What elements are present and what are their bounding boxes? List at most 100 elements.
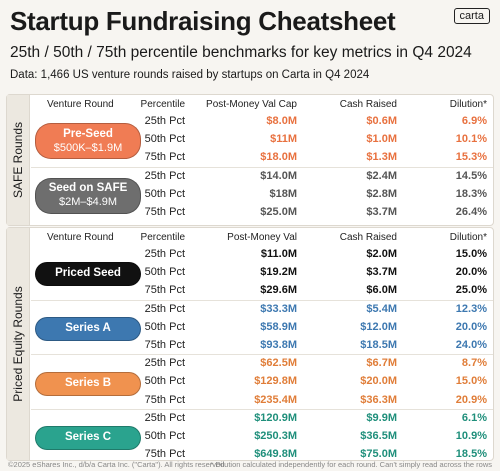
- title: Startup Fundraising Cheatsheet: [10, 6, 396, 36]
- metric-value: $6.7M: [366, 357, 397, 370]
- percentile-label: 75th Pct: [144, 151, 185, 164]
- metric-value: 12.3%: [455, 302, 487, 315]
- metric-value: $3.7M: [366, 206, 397, 218]
- percentile-label: 75th Pct: [144, 339, 185, 351]
- metric-value: $2.4M: [366, 169, 397, 182]
- percentile-label: 50th Pct: [144, 133, 185, 146]
- metric-value: $2.0M: [366, 248, 397, 260]
- metric-value: $33.3M: [260, 302, 297, 315]
- metric-value: $36.3M: [360, 393, 397, 406]
- column-header: Percentile: [140, 232, 185, 243]
- row-separator: [31, 408, 493, 410]
- section-side: SAFE Rounds: [7, 95, 30, 225]
- metric-value: $25.0M: [260, 206, 297, 218]
- column-header: Venture Round: [47, 232, 114, 243]
- round-pill: Series A: [35, 316, 141, 341]
- percentile-label: 25th Pct: [144, 357, 185, 370]
- metric-value: 20.0%: [455, 320, 487, 333]
- section-side: Priced Equity Rounds: [7, 228, 30, 460]
- percentile-label: 25th Pct: [144, 115, 185, 127]
- column-header: Post-Money Val Cap: [206, 99, 297, 110]
- metric-value: $11M: [270, 133, 297, 146]
- round-name: Priced Seed: [55, 267, 121, 280]
- section: SAFE Rounds Venture Round Percentile Post-M…: [6, 94, 494, 226]
- round-name: Series B: [64, 376, 112, 389]
- metric-value: $5.4M: [366, 302, 397, 315]
- metric-value: $0.6M: [366, 115, 397, 127]
- metric-value: $20.0M: [360, 375, 397, 388]
- section-label: SAFE Rounds: [11, 121, 25, 199]
- metric-value: $250.3M: [254, 430, 297, 442]
- metric-value: 15.0%: [455, 375, 487, 388]
- round-pill: Series C: [35, 426, 141, 451]
- metric-value: $6.0M: [366, 284, 397, 297]
- metric-value: $14.0M: [260, 169, 297, 182]
- metric-value: 10.1%: [455, 133, 487, 146]
- percentile-label: 25th Pct: [144, 302, 185, 315]
- round-name: Pre-Seed: [63, 127, 113, 140]
- round-name: Series C: [64, 431, 112, 444]
- percentile-label: 50th Pct: [144, 430, 185, 442]
- metric-value: 15.0%: [455, 248, 487, 260]
- logo: carta: [453, 8, 490, 24]
- percentile-label: 75th Pct: [144, 393, 185, 406]
- metric-value: $235.4M: [254, 393, 297, 406]
- section: Priced Equity Rounds Venture Round Percent…: [6, 227, 494, 461]
- metric-value: 26.4%: [455, 206, 487, 218]
- metric-value: 20.9%: [455, 393, 487, 406]
- metric-value: $12.0M: [360, 320, 397, 333]
- column-header: Venture Round: [47, 99, 114, 110]
- metric-value: 6.1%: [461, 411, 487, 424]
- row-separator: [31, 299, 493, 301]
- metric-value: $1.3M: [366, 151, 397, 164]
- metric-value: $11.0M: [260, 248, 297, 260]
- data-note: Data: 1,466 US venture rounds raised by …: [10, 69, 370, 81]
- metric-value: 15.3%: [455, 151, 487, 164]
- copyright: ©2025 eShares Inc., d/b/a Carta Inc. ("C…: [8, 460, 227, 469]
- metric-value: 18.5%: [455, 448, 487, 461]
- row-separator: [31, 354, 493, 356]
- round-pill: Priced Seed: [35, 262, 141, 287]
- round-name: Seed on SAFE: [48, 182, 128, 195]
- metric-value: 25.0%: [455, 284, 487, 297]
- subtitle: 25th / 50th / 75th percentile benchmarks…: [10, 44, 472, 61]
- row-separator: [31, 166, 493, 168]
- metric-value: $36.5M: [360, 430, 397, 442]
- metric-value: $62.5M: [260, 357, 297, 370]
- metric-value: 10.9%: [455, 430, 487, 442]
- metric-value: 8.7%: [461, 357, 487, 370]
- footnote: * Dilution calculated independently for …: [210, 460, 492, 469]
- metric-value: $2.8M: [366, 187, 397, 200]
- section-label: Priced Equity Rounds: [11, 286, 25, 402]
- metric-value: $3.7M: [366, 266, 397, 279]
- percentile-label: 75th Pct: [144, 448, 185, 461]
- column-header: Cash Raised: [339, 99, 397, 110]
- metric-value: $18.5M: [360, 339, 397, 351]
- percentile-label: 50th Pct: [144, 375, 185, 388]
- metric-value: $58.9M: [260, 320, 297, 333]
- metric-value: $19.2M: [260, 266, 297, 279]
- metric-value: $18.0M: [260, 151, 297, 164]
- metric-value: 6.9%: [461, 115, 487, 127]
- round-range: $500K–$1.9M: [53, 141, 123, 154]
- metric-value: $129.8M: [254, 375, 297, 388]
- metric-value: $120.9M: [254, 411, 297, 424]
- percentile-label: 75th Pct: [144, 284, 185, 297]
- percentile-label: 25th Pct: [144, 411, 185, 424]
- round-pill: Seed on SAFE $2M–$4.9M: [35, 177, 141, 214]
- percentile-label: 75th Pct: [144, 206, 185, 218]
- metric-value: $9.9M: [366, 411, 397, 424]
- metric-value: $8.0M: [266, 115, 297, 127]
- metric-value: 14.5%: [455, 169, 487, 182]
- metric-value: $93.8M: [260, 339, 297, 351]
- percentile-label: 50th Pct: [144, 266, 185, 279]
- percentile-label: 25th Pct: [144, 169, 185, 182]
- column-header: Post-Money Val: [227, 232, 297, 243]
- column-header: Dilution*: [449, 232, 487, 243]
- percentile-label: 50th Pct: [144, 187, 185, 200]
- metric-value: 18.3%: [455, 187, 487, 200]
- metric-value: $75.0M: [360, 448, 397, 461]
- percentile-label: 25th Pct: [144, 248, 185, 260]
- round-range: $2M–$4.9M: [58, 196, 118, 209]
